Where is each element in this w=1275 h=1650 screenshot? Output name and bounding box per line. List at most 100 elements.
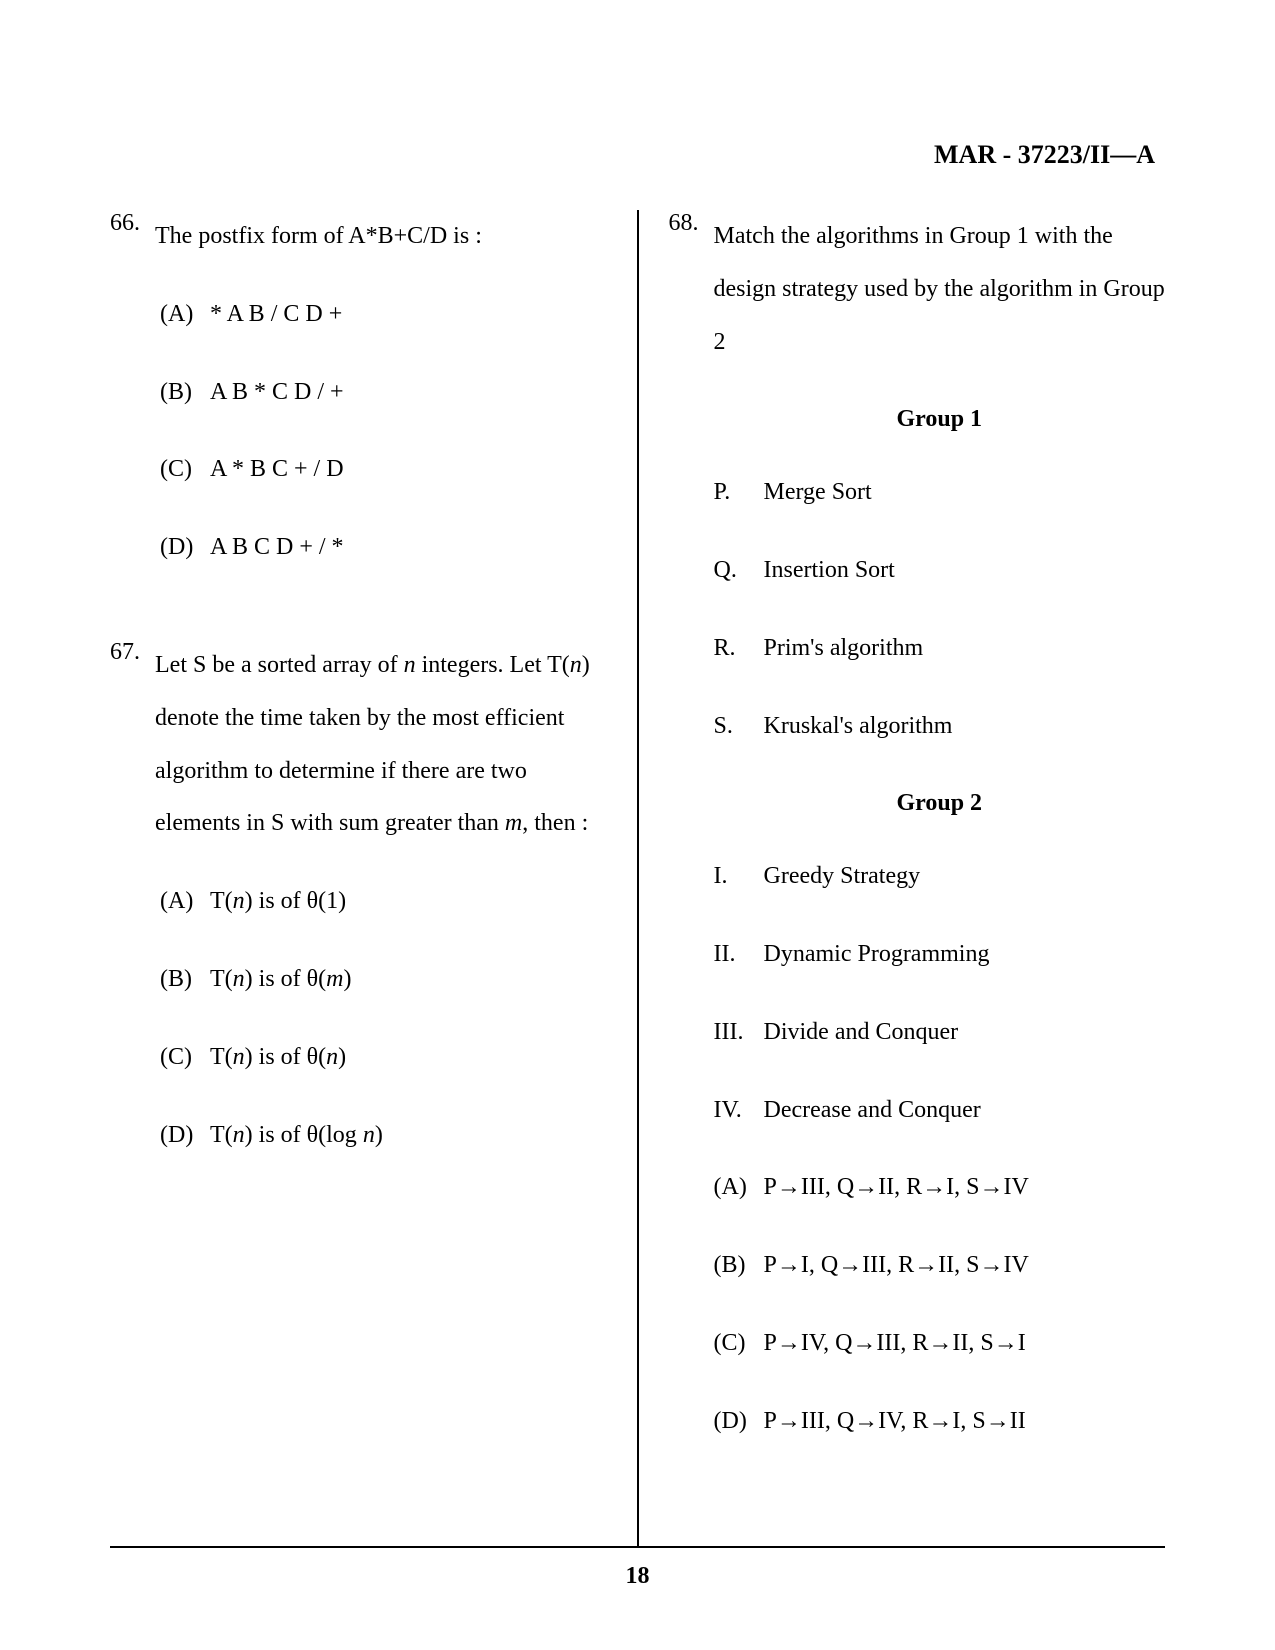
- left-column: 66. The postfix form of A*B+C/D is : (A)…: [110, 210, 637, 1546]
- option-text: T(n) is of θ(m): [210, 953, 607, 1006]
- text-part: Let S be a sorted array of: [155, 652, 404, 678]
- item-text: Merge Sort: [764, 466, 872, 519]
- item-label: S.: [714, 700, 764, 753]
- option-label: (A): [160, 288, 210, 341]
- option-b: (B) A B * C D / +: [160, 366, 607, 419]
- item-label: P.: [714, 466, 764, 519]
- question-text: Match the algorithms in Group 1 with the…: [714, 210, 1166, 368]
- item-text: Dynamic Programming: [764, 928, 990, 981]
- variable: n: [363, 1122, 375, 1148]
- item-label: Q.: [714, 544, 764, 597]
- option-label: (B): [160, 953, 210, 1006]
- option-text: P→III, Q→IV, R→I, S→II: [764, 1395, 1166, 1448]
- text-part: ) is of θ(: [245, 966, 326, 992]
- option-text: A B * C D / +: [210, 366, 607, 419]
- item-text: Prim's algorithm: [764, 622, 924, 675]
- question-67: 67. Let S be a sorted array of n integer…: [110, 639, 607, 1186]
- text-part: ) denote the time taken by the most effi…: [155, 652, 590, 836]
- item-text: Decrease and Conquer: [764, 1084, 981, 1137]
- text-part: , then :: [522, 810, 588, 836]
- variable: n: [233, 888, 245, 914]
- group1-item-p: P. Merge Sort: [714, 466, 1166, 519]
- option-label: (D): [160, 1109, 210, 1162]
- variable: n: [326, 1044, 338, 1070]
- option-label: (A): [714, 1161, 764, 1214]
- group2-item-iii: III. Divide and Conquer: [714, 1006, 1166, 1059]
- text-part: ) is of θ(1): [245, 888, 346, 914]
- text-part: T(: [210, 888, 233, 914]
- option-label: (C): [160, 1031, 210, 1084]
- item-text: Insertion Sort: [764, 544, 895, 597]
- option-text: P→III, Q→II, R→I, S→IV: [764, 1161, 1166, 1214]
- question-number: 68.: [669, 210, 714, 1473]
- option-text: P→I, Q→III, R→II, S→IV: [764, 1239, 1166, 1292]
- question-66: 66. The postfix form of A*B+C/D is : (A)…: [110, 210, 607, 599]
- item-label: II.: [714, 928, 764, 981]
- option-a: (A) P→III, Q→II, R→I, S→IV: [714, 1161, 1166, 1214]
- question-text: Let S be a sorted array of n integers. L…: [155, 639, 607, 850]
- page-number: 18: [110, 1563, 1165, 1590]
- group-2-header: Group 2: [714, 777, 1166, 830]
- variable: n: [233, 1122, 245, 1148]
- option-text: T(n) is of θ(log n): [210, 1109, 607, 1162]
- variable-n: n: [570, 652, 582, 678]
- content-area: 66. The postfix form of A*B+C/D is : (A)…: [110, 210, 1165, 1548]
- text-part: ): [343, 966, 351, 992]
- text-part: ) is of θ(log: [245, 1122, 363, 1148]
- text-part: integers. Let T(: [416, 652, 570, 678]
- group1-item-r: R. Prim's algorithm: [714, 622, 1166, 675]
- text-part: ): [338, 1044, 346, 1070]
- group2-item-ii: II. Dynamic Programming: [714, 928, 1166, 981]
- text-part: T(: [210, 966, 233, 992]
- option-label: (B): [714, 1239, 764, 1292]
- option-label: (A): [160, 875, 210, 928]
- options-list: (A) T(n) is of θ(1) (B) T(n) is of θ(m): [155, 875, 607, 1161]
- option-a: (A) T(n) is of θ(1): [160, 875, 607, 928]
- option-label: (C): [714, 1317, 764, 1370]
- right-column: 68. Match the algorithms in Group 1 with…: [639, 210, 1166, 1546]
- item-text: Greedy Strategy: [764, 850, 921, 903]
- text-part: ) is of θ(: [245, 1044, 326, 1070]
- text-part: T(: [210, 1122, 233, 1148]
- option-text: A B C D + / *: [210, 521, 607, 574]
- question-number: 67.: [110, 639, 155, 1186]
- option-text: * A B / C D +: [210, 288, 607, 341]
- question-body: The postfix form of A*B+C/D is : (A) * A…: [155, 210, 607, 599]
- options-list: (A) * A B / C D + (B) A B * C D / + (C) …: [155, 288, 607, 574]
- item-label: III.: [714, 1006, 764, 1059]
- variable: m: [326, 966, 343, 992]
- page-container: MAR - 37223/II—A 66. The postfix form of…: [0, 0, 1275, 1650]
- group-1-header: Group 1: [714, 393, 1166, 446]
- group2-item-i: I. Greedy Strategy: [714, 850, 1166, 903]
- text-part: T(: [210, 1044, 233, 1070]
- option-d: (D) A B C D + / *: [160, 521, 607, 574]
- page-header: MAR - 37223/II—A: [110, 140, 1165, 170]
- question-body: Let S be a sorted array of n integers. L…: [155, 639, 607, 1186]
- option-text: T(n) is of θ(1): [210, 875, 607, 928]
- option-text: A * B C + / D: [210, 443, 607, 496]
- option-d: (D) T(n) is of θ(log n): [160, 1109, 607, 1162]
- question-text: The postfix form of A*B+C/D is :: [155, 210, 607, 263]
- option-text: T(n) is of θ(n): [210, 1031, 607, 1084]
- question-body: Match the algorithms in Group 1 with the…: [714, 210, 1166, 1473]
- variable: n: [233, 1044, 245, 1070]
- group1-item-s: S. Kruskal's algorithm: [714, 700, 1166, 753]
- item-text: Kruskal's algorithm: [764, 700, 953, 753]
- variable-m: m: [505, 810, 522, 836]
- text-part: ): [375, 1122, 383, 1148]
- group1-item-q: Q. Insertion Sort: [714, 544, 1166, 597]
- option-a: (A) * A B / C D +: [160, 288, 607, 341]
- option-c: (C) T(n) is of θ(n): [160, 1031, 607, 1084]
- option-label: (D): [714, 1395, 764, 1448]
- variable-n: n: [404, 652, 416, 678]
- item-label: R.: [714, 622, 764, 675]
- option-label: (C): [160, 443, 210, 496]
- group2-item-iv: IV. Decrease and Conquer: [714, 1084, 1166, 1137]
- item-label: I.: [714, 850, 764, 903]
- question-number: 66.: [110, 210, 155, 599]
- option-label: (D): [160, 521, 210, 574]
- option-c: (C) P→IV, Q→III, R→II, S→I: [714, 1317, 1166, 1370]
- option-b: (B) T(n) is of θ(m): [160, 953, 607, 1006]
- option-c: (C) A * B C + / D: [160, 443, 607, 496]
- variable: n: [233, 966, 245, 992]
